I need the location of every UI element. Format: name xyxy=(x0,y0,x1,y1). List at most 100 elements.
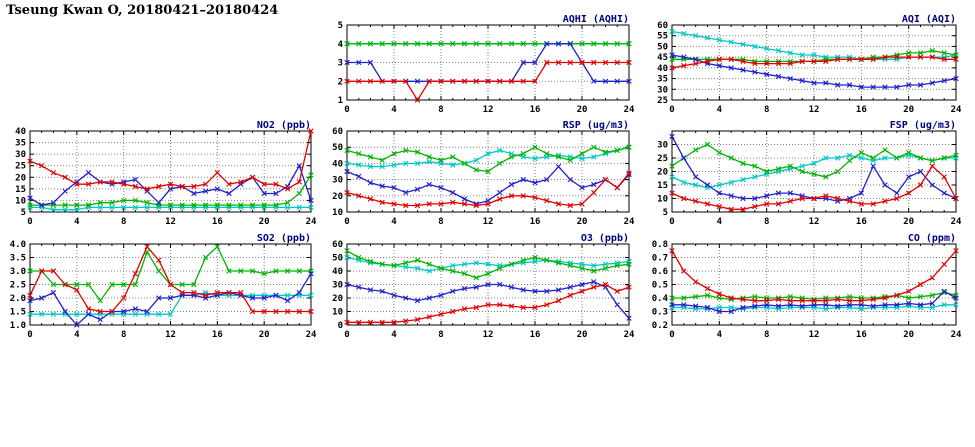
svg-text:3.5: 3.5 xyxy=(10,254,26,264)
svg-text:16: 16 xyxy=(212,217,223,227)
svg-text:20: 20 xyxy=(903,217,914,227)
svg-text:60: 60 xyxy=(332,127,343,137)
svg-text:40: 40 xyxy=(15,127,26,137)
svg-text:4: 4 xyxy=(338,40,344,50)
svg-text:20: 20 xyxy=(259,217,270,227)
svg-text:40: 40 xyxy=(332,267,343,277)
svg-text:24: 24 xyxy=(951,105,962,115)
svg-text:40: 40 xyxy=(657,64,668,74)
svg-text:24: 24 xyxy=(624,105,635,115)
svg-text:10: 10 xyxy=(332,308,343,318)
svg-text:20: 20 xyxy=(332,294,343,304)
svg-text:30: 30 xyxy=(657,85,668,95)
svg-text:0: 0 xyxy=(669,217,674,227)
svg-text:12: 12 xyxy=(483,217,494,227)
svg-text:16: 16 xyxy=(530,330,541,340)
svg-text:NO2 (ppb): NO2 (ppb) xyxy=(257,120,311,131)
svg-text:8: 8 xyxy=(438,105,443,115)
svg-text:8: 8 xyxy=(438,330,443,340)
svg-text:50: 50 xyxy=(657,42,668,52)
svg-text:24: 24 xyxy=(624,330,635,340)
chart-fsp: 5 10 15 20 25 30 0 4 8 12 16 20 24 FSP (ug/m3) xyxy=(646,119,965,228)
chart-o3: 0 10 20 30 40 50 60 0 4 8 12 16 20 24 O3 (ppb) xyxy=(321,232,638,341)
svg-text:60: 60 xyxy=(657,21,668,31)
svg-text:0: 0 xyxy=(344,330,349,340)
svg-text:16: 16 xyxy=(212,330,223,340)
svg-text:1.5: 1.5 xyxy=(10,308,26,318)
svg-text:8: 8 xyxy=(438,217,443,227)
svg-text:0.5: 0.5 xyxy=(652,281,668,291)
svg-text:8: 8 xyxy=(764,330,769,340)
svg-text:16: 16 xyxy=(856,330,867,340)
svg-text:24: 24 xyxy=(951,217,962,227)
svg-text:4: 4 xyxy=(391,105,397,115)
svg-text:5: 5 xyxy=(21,208,26,218)
svg-text:12: 12 xyxy=(809,105,820,115)
svg-text:15: 15 xyxy=(15,185,26,195)
svg-text:20: 20 xyxy=(657,168,668,178)
svg-text:SO2 (ppb): SO2 (ppb) xyxy=(257,233,311,244)
svg-text:4: 4 xyxy=(391,330,397,340)
svg-text:30: 30 xyxy=(657,141,668,151)
svg-text:5: 5 xyxy=(663,208,668,218)
chart-no2: 5 10 15 20 25 30 35 40 0 4 8 12 16 20 24 NO2 (ppb) xyxy=(4,119,320,228)
svg-text:0.8: 0.8 xyxy=(652,240,668,250)
svg-text:8: 8 xyxy=(764,217,769,227)
svg-text:16: 16 xyxy=(530,217,541,227)
svg-text:24: 24 xyxy=(306,217,317,227)
svg-text:35: 35 xyxy=(15,139,26,149)
svg-text:5: 5 xyxy=(338,21,343,31)
svg-text:4: 4 xyxy=(391,217,397,227)
svg-text:16: 16 xyxy=(856,105,867,115)
svg-text:20: 20 xyxy=(577,105,588,115)
svg-text:0.2: 0.2 xyxy=(652,321,668,331)
svg-text:35: 35 xyxy=(657,75,668,85)
svg-text:20: 20 xyxy=(903,105,914,115)
svg-text:10: 10 xyxy=(332,208,343,218)
svg-text:55: 55 xyxy=(657,32,668,42)
svg-text:0: 0 xyxy=(344,217,349,227)
svg-text:12: 12 xyxy=(165,330,176,340)
svg-text:O3 (ppb): O3 (ppb) xyxy=(581,233,629,244)
svg-text:2.5: 2.5 xyxy=(10,281,26,291)
svg-text:12: 12 xyxy=(483,330,494,340)
svg-text:3: 3 xyxy=(338,59,343,69)
svg-text:50: 50 xyxy=(332,254,343,264)
svg-text:60: 60 xyxy=(332,240,343,250)
svg-text:1: 1 xyxy=(338,96,343,106)
svg-text:30: 30 xyxy=(332,176,343,186)
svg-text:CO (ppm): CO (ppm) xyxy=(908,233,956,244)
svg-text:16: 16 xyxy=(530,105,541,115)
svg-text:20: 20 xyxy=(259,330,270,340)
svg-text:FSP (ug/m3): FSP (ug/m3) xyxy=(890,120,956,131)
chart-aqi: 25 30 35 40 45 50 55 60 0 4 8 12 16 20 24 AQI (AQI) xyxy=(646,13,965,116)
svg-text:0: 0 xyxy=(669,330,674,340)
chart-so2: 1.0 1.5 2.0 2.5 3.0 3.5 4.0 0 4 8 12 16 20 24 SO2 (ppb… xyxy=(4,232,320,341)
svg-text:RSP (ug/m3): RSP (ug/m3) xyxy=(563,120,629,131)
svg-text:30: 30 xyxy=(332,281,343,291)
svg-text:0: 0 xyxy=(338,321,343,331)
svg-text:12: 12 xyxy=(809,330,820,340)
svg-text:24: 24 xyxy=(951,330,962,340)
svg-text:20: 20 xyxy=(332,192,343,202)
svg-text:0: 0 xyxy=(27,330,32,340)
chart-rsp: 10 20 30 40 50 60 0 4 8 12 16 20 24 RSP (ug/m3) xyxy=(321,119,638,228)
svg-text:2: 2 xyxy=(338,77,343,87)
svg-text:0: 0 xyxy=(27,217,32,227)
svg-text:4.0: 4.0 xyxy=(10,240,26,250)
svg-text:1.0: 1.0 xyxy=(10,321,26,331)
svg-text:15: 15 xyxy=(657,181,668,191)
svg-text:40: 40 xyxy=(332,159,343,169)
svg-text:3.0: 3.0 xyxy=(10,267,26,277)
svg-text:0.6: 0.6 xyxy=(652,267,668,277)
svg-text:4: 4 xyxy=(74,330,80,340)
svg-text:4: 4 xyxy=(717,105,723,115)
chart-aqhi: 1 2 3 4 5 0 4 8 12 16 20 24 AQHI (AQHI) xyxy=(321,13,638,116)
svg-text:50: 50 xyxy=(332,143,343,153)
svg-text:16: 16 xyxy=(856,217,867,227)
svg-text:20: 20 xyxy=(903,330,914,340)
svg-text:30: 30 xyxy=(15,150,26,160)
svg-text:20: 20 xyxy=(577,330,588,340)
svg-text:10: 10 xyxy=(15,196,26,206)
